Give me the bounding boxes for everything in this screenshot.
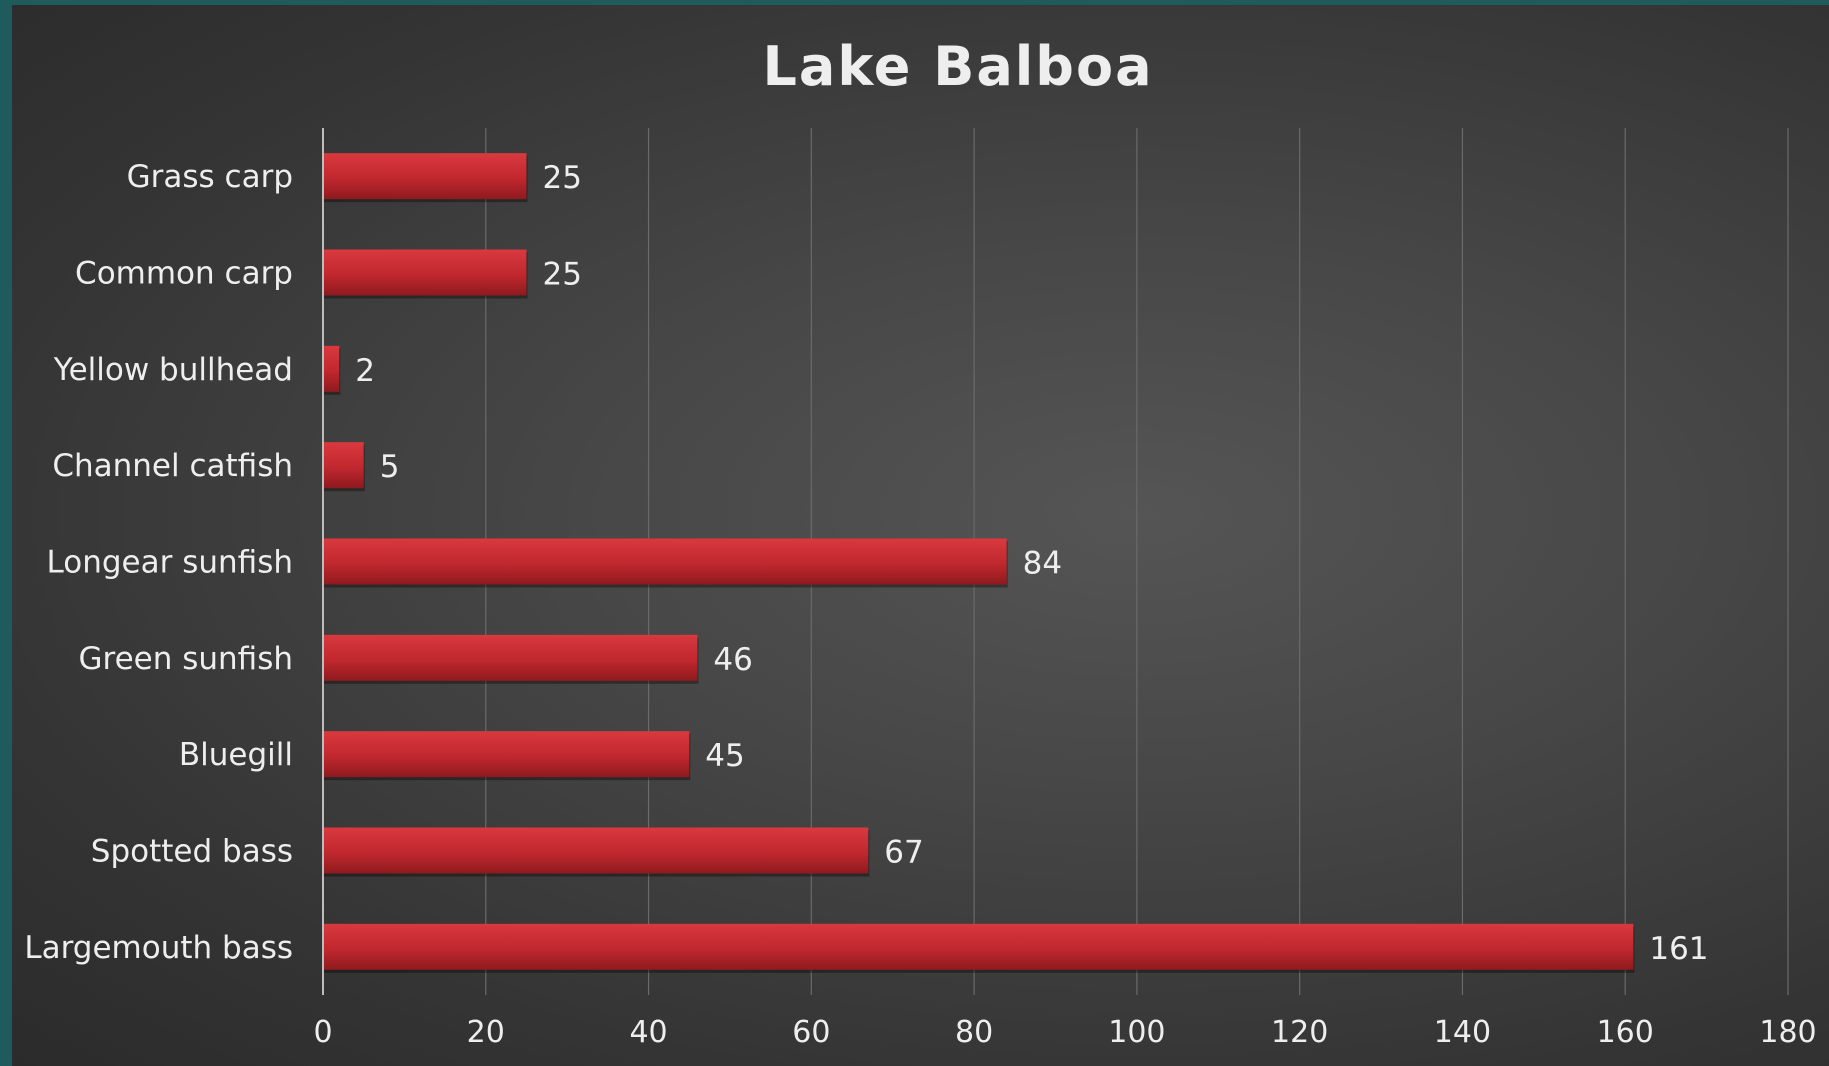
data-label: 46 [713,642,752,678]
bar-yellow-bullhead [323,345,340,392]
bar-longear-sunfish [323,538,1007,585]
category-label: Largemouth bass [24,930,293,966]
bars [323,153,1635,973]
data-label: 45 [705,738,744,774]
x-tick-label: 40 [629,1015,667,1050]
x-tick-label: 180 [1759,1015,1816,1050]
category-label: Yellow bullhead [53,352,293,388]
data-label: 161 [1649,931,1708,967]
category-label: Channel catfish [52,448,293,484]
category-label: Common carp [75,256,293,292]
category-label: Grass carp [127,159,293,195]
bar-spotted-bass [323,827,869,874]
bar-bluegill [323,731,690,778]
x-tick-label: 0 [313,1015,332,1050]
chart-title: Lake Balboa [762,35,1153,98]
bar-common-carp [323,249,527,296]
category-label: Longear sunfish [47,545,293,581]
x-tick-label: 100 [1108,1015,1165,1050]
x-tick-label: 120 [1271,1015,1328,1050]
data-label: 84 [1023,546,1062,582]
data-label: 67 [884,835,923,871]
x-tick-label: 60 [792,1015,830,1050]
bar-largemouth-bass [323,923,1634,970]
data-label: 5 [380,449,400,485]
slide-background: Lake Balboa 0 20 40 60 80 100 120 140 160 180 Gras… [12,5,1829,1066]
data-label: 25 [542,160,581,196]
category-label: Green sunfish [78,641,293,677]
category-label: Bluegill [179,737,293,773]
bar-green-sunfish [323,634,698,681]
data-label: 25 [542,257,581,293]
bar-grass-carp [323,153,527,200]
x-tick-label: 140 [1434,1015,1491,1050]
data-label: 2 [355,353,375,389]
gridlines [485,128,1789,995]
x-tick-label: 160 [1597,1015,1654,1050]
category-label: Spotted bass [91,834,293,870]
x-tick-label: 80 [955,1015,993,1050]
x-tick-label: 20 [467,1015,505,1050]
bar-chart: Lake Balboa 0 20 40 60 80 100 120 140 160 180 Gras… [24,35,1816,1050]
bar-channel-catfish [323,442,364,489]
